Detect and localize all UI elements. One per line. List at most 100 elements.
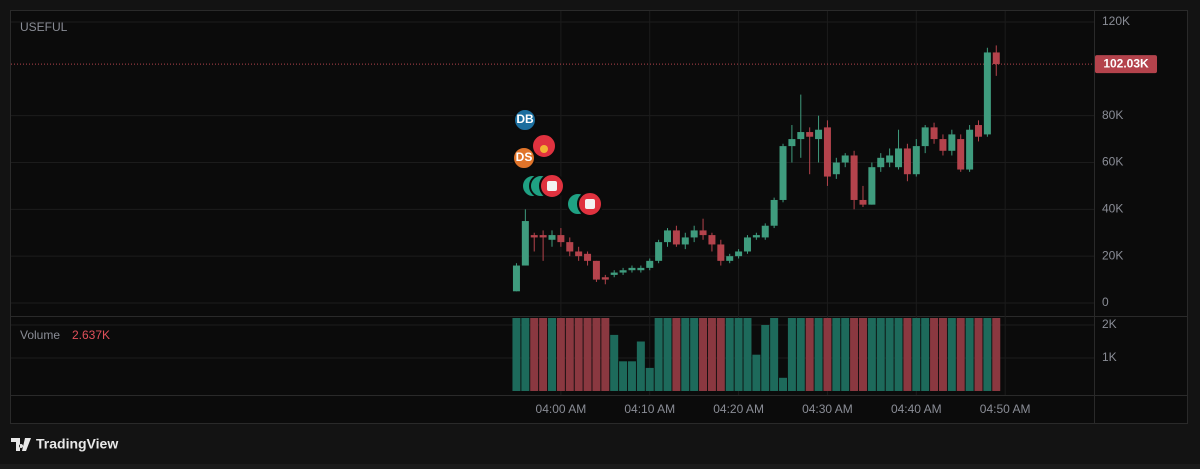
volume-bar: [627, 361, 636, 391]
volume-label: Volume: [20, 328, 60, 342]
volume-bar: [850, 318, 859, 391]
candle-body: [974, 125, 982, 137]
volume-bar: [725, 318, 734, 391]
volume-bar: [956, 318, 965, 391]
x-tick-label: 04:50 AM: [980, 402, 1031, 416]
volume-bar: [636, 341, 645, 391]
candle-body: [557, 235, 565, 243]
medal: [540, 145, 548, 153]
candle-body: [521, 221, 529, 266]
volume-bar: [974, 318, 983, 391]
candle-body: [832, 162, 840, 175]
volume-bar: [938, 318, 947, 391]
chart-title: USEFUL: [20, 20, 68, 34]
volume-bar: [992, 318, 1001, 391]
candle-body: [512, 265, 520, 292]
volume-bar: [832, 318, 841, 391]
candle-body: [619, 270, 627, 273]
volume-bar: [610, 334, 619, 391]
volume-bar: [565, 318, 574, 391]
candle-body: [566, 242, 574, 252]
volume-tick-label: 2K: [1102, 317, 1117, 331]
volume-bar: [770, 318, 779, 391]
badge-label: DS: [516, 150, 533, 164]
candle-body: [797, 132, 805, 140]
volume-bar: [983, 318, 992, 391]
candle-body: [877, 157, 885, 168]
volume-bar: [894, 318, 903, 391]
candle-body: [655, 242, 663, 261]
candle-body: [841, 155, 849, 163]
candle-body: [992, 52, 1000, 65]
candle-body: [681, 237, 689, 245]
candle-body: [530, 235, 538, 238]
volume-bar: [779, 377, 788, 391]
candle-body: [788, 139, 796, 147]
volume-tick-label: 1K: [1102, 350, 1117, 364]
volume-bar: [841, 318, 850, 391]
dice: [547, 181, 557, 191]
candle-body: [637, 267, 645, 271]
candle-body: [752, 235, 760, 238]
volume-bar: [823, 318, 832, 391]
volume-bar: [539, 318, 548, 391]
volume-bar: [574, 318, 583, 391]
volume-bar: [858, 318, 867, 391]
candle-body: [601, 277, 609, 280]
candle-body: [823, 127, 831, 177]
volume-bar: [512, 318, 521, 391]
volume-bar: [530, 318, 539, 391]
candle-body: [699, 230, 707, 236]
candle-body: [886, 155, 894, 163]
volume-bar: [707, 318, 716, 391]
badge: [512, 146, 536, 170]
candle-body: [628, 267, 636, 271]
x-tick-label: 04:00 AM: [536, 402, 587, 416]
last-price-label: 102.03K: [1103, 56, 1149, 70]
x-tick-label: 04:20 AM: [713, 402, 764, 416]
candle-body: [921, 127, 929, 147]
volume-value: 2.637K: [72, 328, 110, 342]
candle-body: [575, 251, 583, 257]
volume-bar: [619, 361, 628, 391]
volume-bar: [805, 318, 814, 391]
candle-body: [761, 225, 769, 238]
volume-bar: [681, 318, 690, 391]
volume-bar: [654, 318, 663, 391]
candle-body: [717, 244, 725, 261]
candle-body: [966, 129, 974, 170]
candle-body: [868, 167, 876, 205]
volume-bar: [930, 318, 939, 391]
volume-bar: [690, 318, 699, 391]
candle-body: [930, 127, 938, 140]
volume-bar: [734, 318, 743, 391]
volume-bar: [885, 318, 894, 391]
y-tick-label: 120K: [1102, 14, 1130, 28]
candle-body: [815, 129, 823, 140]
brand-logo: TradingView: [11, 436, 118, 452]
volume-bar: [761, 325, 770, 391]
candle-body: [672, 230, 680, 245]
candle-body: [690, 230, 698, 238]
x-tick-label: 04:30 AM: [802, 402, 853, 416]
candle-body: [957, 139, 965, 170]
candle-body: [708, 235, 716, 245]
volume-bar: [548, 318, 556, 391]
volume-bar: [699, 318, 708, 391]
badges: DB DS: [512, 108, 603, 217]
volume-bar: [903, 318, 912, 391]
candle-body: [939, 139, 947, 151]
volume-bar: [556, 318, 565, 391]
volume-bar: [814, 318, 823, 391]
y-tick-label: 0: [1102, 295, 1109, 309]
volume-bar: [592, 318, 601, 391]
volume-bar: [672, 318, 681, 391]
volume-bar: [521, 318, 530, 391]
candle-body: [610, 272, 618, 275]
y-tick-label: 20K: [1102, 248, 1123, 262]
x-tick-label: 04:10 AM: [624, 402, 675, 416]
volume-bar: [947, 318, 956, 391]
volume-bar: [752, 354, 761, 391]
candle-body: [903, 148, 911, 175]
x-tick-label: 04:40 AM: [891, 402, 942, 416]
